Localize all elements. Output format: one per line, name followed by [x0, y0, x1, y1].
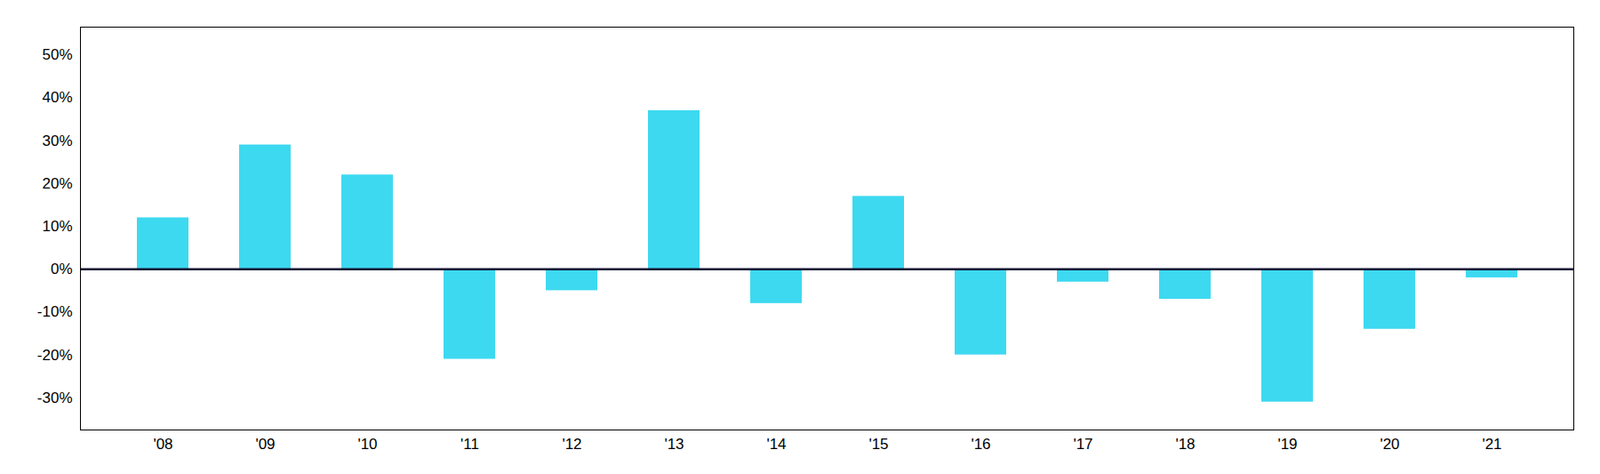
svg-text:-10%: -10% — [37, 303, 73, 320]
svg-text:30%: 30% — [41, 132, 72, 150]
svg-text:'09: '09 — [255, 435, 275, 453]
svg-text:0%: 0% — [50, 260, 73, 278]
svg-text:40%: 40% — [41, 88, 72, 106]
svg-text:'11: '11 — [460, 435, 480, 453]
svg-text:'19: '19 — [1277, 435, 1297, 453]
svg-text:'08: '08 — [152, 435, 173, 453]
svg-text:'14: '14 — [766, 435, 786, 453]
svg-text:'21: '21 — [1481, 435, 1502, 453]
svg-text:'17: '17 — [1072, 435, 1093, 453]
svg-text:'20: '20 — [1379, 435, 1400, 453]
svg-text:10%: 10% — [41, 217, 72, 235]
svg-text:-20%: -20% — [37, 346, 73, 364]
svg-text:'18: '18 — [1175, 435, 1195, 453]
svg-text:20%: 20% — [41, 175, 72, 192]
svg-text:-30%: -30% — [37, 389, 73, 407]
svg-text:'10: '10 — [357, 435, 377, 453]
svg-text:'12: '12 — [561, 435, 582, 453]
svg-text:50%: 50% — [41, 46, 72, 64]
svg-text:'15: '15 — [868, 435, 888, 453]
svg-text:'13: '13 — [664, 435, 684, 453]
svg-text:'16: '16 — [970, 435, 991, 453]
